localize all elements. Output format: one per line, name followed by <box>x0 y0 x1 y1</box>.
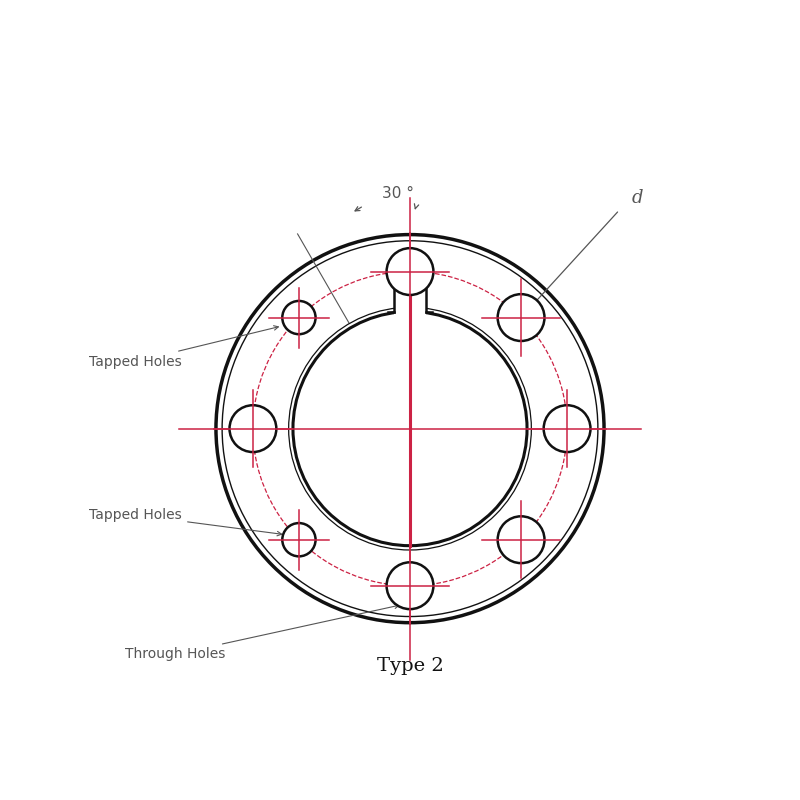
Circle shape <box>386 562 434 609</box>
Circle shape <box>282 523 315 556</box>
Circle shape <box>544 406 590 452</box>
Text: Tapped Holes: Tapped Holes <box>90 508 282 536</box>
Circle shape <box>289 307 531 550</box>
Circle shape <box>216 234 604 622</box>
Circle shape <box>282 301 315 334</box>
Circle shape <box>230 406 276 452</box>
Text: 30 °: 30 ° <box>382 186 414 201</box>
Text: Tapped Holes: Tapped Holes <box>90 326 278 369</box>
Text: Through Holes: Through Holes <box>125 604 399 662</box>
Circle shape <box>498 516 545 563</box>
Text: Type 2: Type 2 <box>377 657 443 675</box>
Circle shape <box>386 248 434 295</box>
Text: d: d <box>632 189 643 207</box>
Bar <box>394 279 426 314</box>
Circle shape <box>498 294 545 341</box>
